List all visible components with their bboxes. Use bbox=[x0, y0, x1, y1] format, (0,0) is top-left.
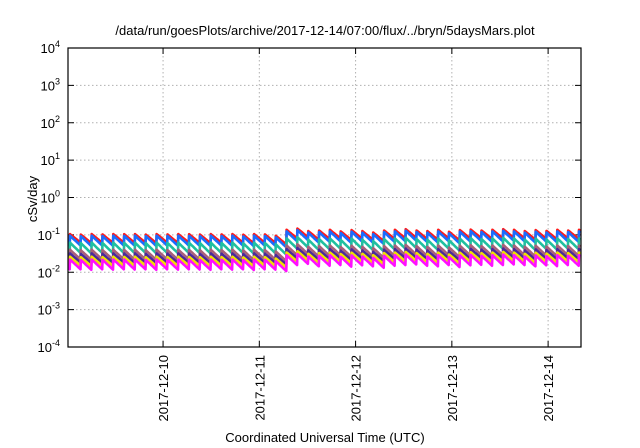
x-ticks: 2017-12-10 2017-12-11 2017-12-12 2017-12-13… bbox=[156, 48, 556, 422]
y-tick-base: 10 bbox=[41, 116, 55, 131]
y-axis-label: cSv/day bbox=[25, 175, 40, 222]
plot-frame bbox=[67, 47, 582, 348]
y-tick-base: 10 bbox=[38, 303, 52, 318]
y-tick-exp: 1 bbox=[55, 151, 60, 161]
y-tick-exp: 3 bbox=[55, 76, 60, 86]
y-tick-label: 10-3 bbox=[38, 301, 60, 318]
y-tick-label: 10-4 bbox=[38, 338, 60, 355]
x-tick-label: 2017-12-12 bbox=[349, 355, 364, 422]
y-tick-label: 103 bbox=[41, 76, 60, 93]
y-tick-base: 10 bbox=[41, 41, 55, 56]
y-tick-base: 10 bbox=[41, 153, 55, 168]
x-tick-label: 2017-12-13 bbox=[445, 355, 460, 422]
x-tick-label: 2017-12-10 bbox=[156, 355, 171, 422]
y-tick-exp: -2 bbox=[52, 263, 60, 273]
y-tick-label: 10-2 bbox=[38, 263, 60, 280]
grid bbox=[68, 47, 581, 348]
y-tick-exp: 0 bbox=[55, 189, 60, 199]
y-tick-exp: 2 bbox=[55, 114, 60, 124]
x-axis-label: Coordinated Universal Time (UTC) bbox=[225, 430, 424, 445]
y-tick-exp: -3 bbox=[52, 301, 60, 311]
y-tick-label: 104 bbox=[41, 39, 60, 56]
series-6-line bbox=[67, 250, 582, 269]
y-tick-label: 101 bbox=[41, 151, 60, 168]
y-tick-label: 100 bbox=[41, 189, 60, 206]
y-tick-exp: -1 bbox=[52, 226, 60, 236]
chart-title: /data/run/goesPlots/archive/2017-12-14/0… bbox=[115, 23, 535, 38]
series-2-line bbox=[67, 228, 582, 249]
series-7-line bbox=[67, 252, 582, 273]
y-tick-label: 102 bbox=[41, 114, 60, 131]
series-1-line bbox=[67, 227, 582, 246]
y-tick-base: 10 bbox=[41, 191, 55, 206]
y-tick-base: 10 bbox=[38, 228, 52, 243]
y-tick-exp: -4 bbox=[52, 338, 60, 348]
x-tick-label: 2017-12-11 bbox=[252, 355, 267, 421]
y-tick-base: 10 bbox=[38, 265, 52, 280]
y-tick-label: 10-1 bbox=[38, 226, 60, 243]
y-tick-exp: 4 bbox=[55, 39, 60, 49]
y-tick-base: 10 bbox=[38, 340, 52, 355]
x-tick-label: 2017-12-14 bbox=[541, 355, 556, 422]
series-5-line bbox=[67, 246, 582, 266]
series-4-line bbox=[67, 243, 582, 263]
y-tick-base: 10 bbox=[41, 78, 55, 93]
series-3-line bbox=[67, 235, 582, 256]
plot-area bbox=[67, 227, 582, 273]
